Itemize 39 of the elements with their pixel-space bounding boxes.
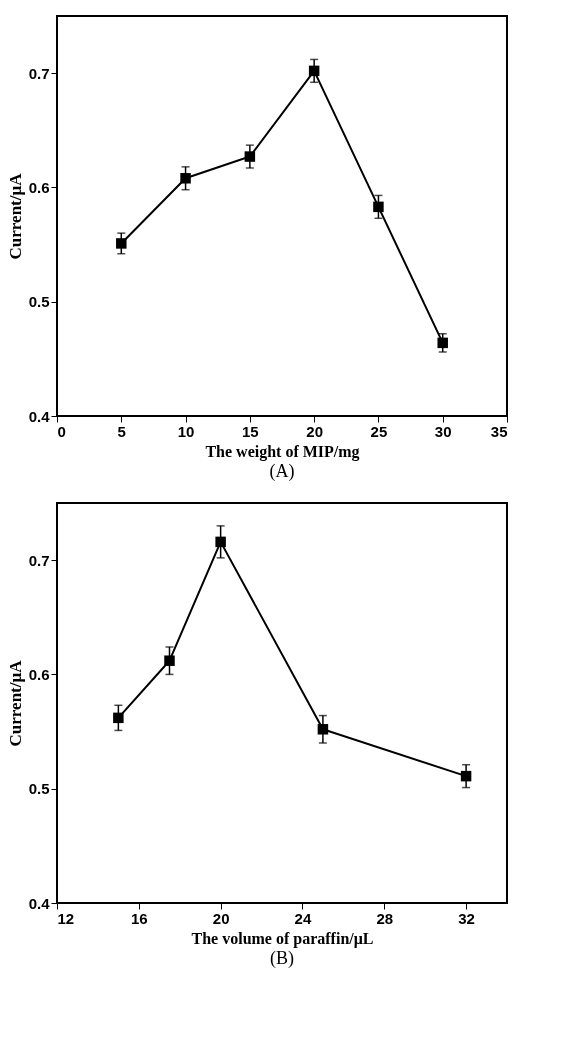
x-tick-label: 12: [57, 909, 75, 927]
x-tick-label: 35: [490, 422, 508, 440]
text: (A): [269, 461, 295, 482]
point: [180, 173, 191, 184]
x-tick-label: 10: [177, 422, 195, 440]
point: [460, 770, 472, 782]
x-tick-label: 30: [434, 422, 452, 440]
point: [373, 201, 384, 213]
y-tick-label: 0.4: [28, 894, 51, 912]
point: [437, 337, 448, 349]
y-tick-label: 0.4: [28, 407, 51, 425]
x-tick-label: 0: [57, 422, 66, 440]
y-axis-title: Current/μA: [5, 172, 25, 260]
point: [116, 238, 127, 249]
y-tick-label: 0.6: [28, 178, 50, 196]
x-tick-label: 20: [212, 909, 230, 927]
point: [244, 151, 256, 162]
x-tick-label: 16: [130, 909, 148, 927]
y-tick-label: 0.6: [28, 665, 50, 683]
text: (B): [270, 948, 294, 969]
y-tick-label: 0.7: [28, 551, 50, 569]
x-tick-label: 5: [117, 422, 126, 440]
x-tick-label: 28: [376, 909, 394, 927]
x-axis-title: The volume of paraffin/μL: [191, 929, 374, 948]
y-tick-label: 0.5: [28, 293, 50, 311]
y-axis-title: Current/μA: [5, 659, 25, 747]
x-tick-label: 24: [294, 909, 312, 927]
x-tick-label: 20: [306, 422, 323, 440]
x-axis-title: The weight of MIP/mg: [205, 442, 360, 461]
x-tick-label: 25: [370, 422, 388, 440]
point: [215, 536, 226, 548]
y-tick-label: 0.5: [28, 780, 50, 798]
x-tick-label: 15: [242, 422, 259, 440]
point: [164, 655, 175, 666]
x-tick-label: 32: [458, 909, 475, 927]
y-tick-label: 0.7: [28, 64, 50, 82]
point: [317, 724, 329, 735]
point: [308, 65, 320, 77]
point: [113, 712, 124, 724]
